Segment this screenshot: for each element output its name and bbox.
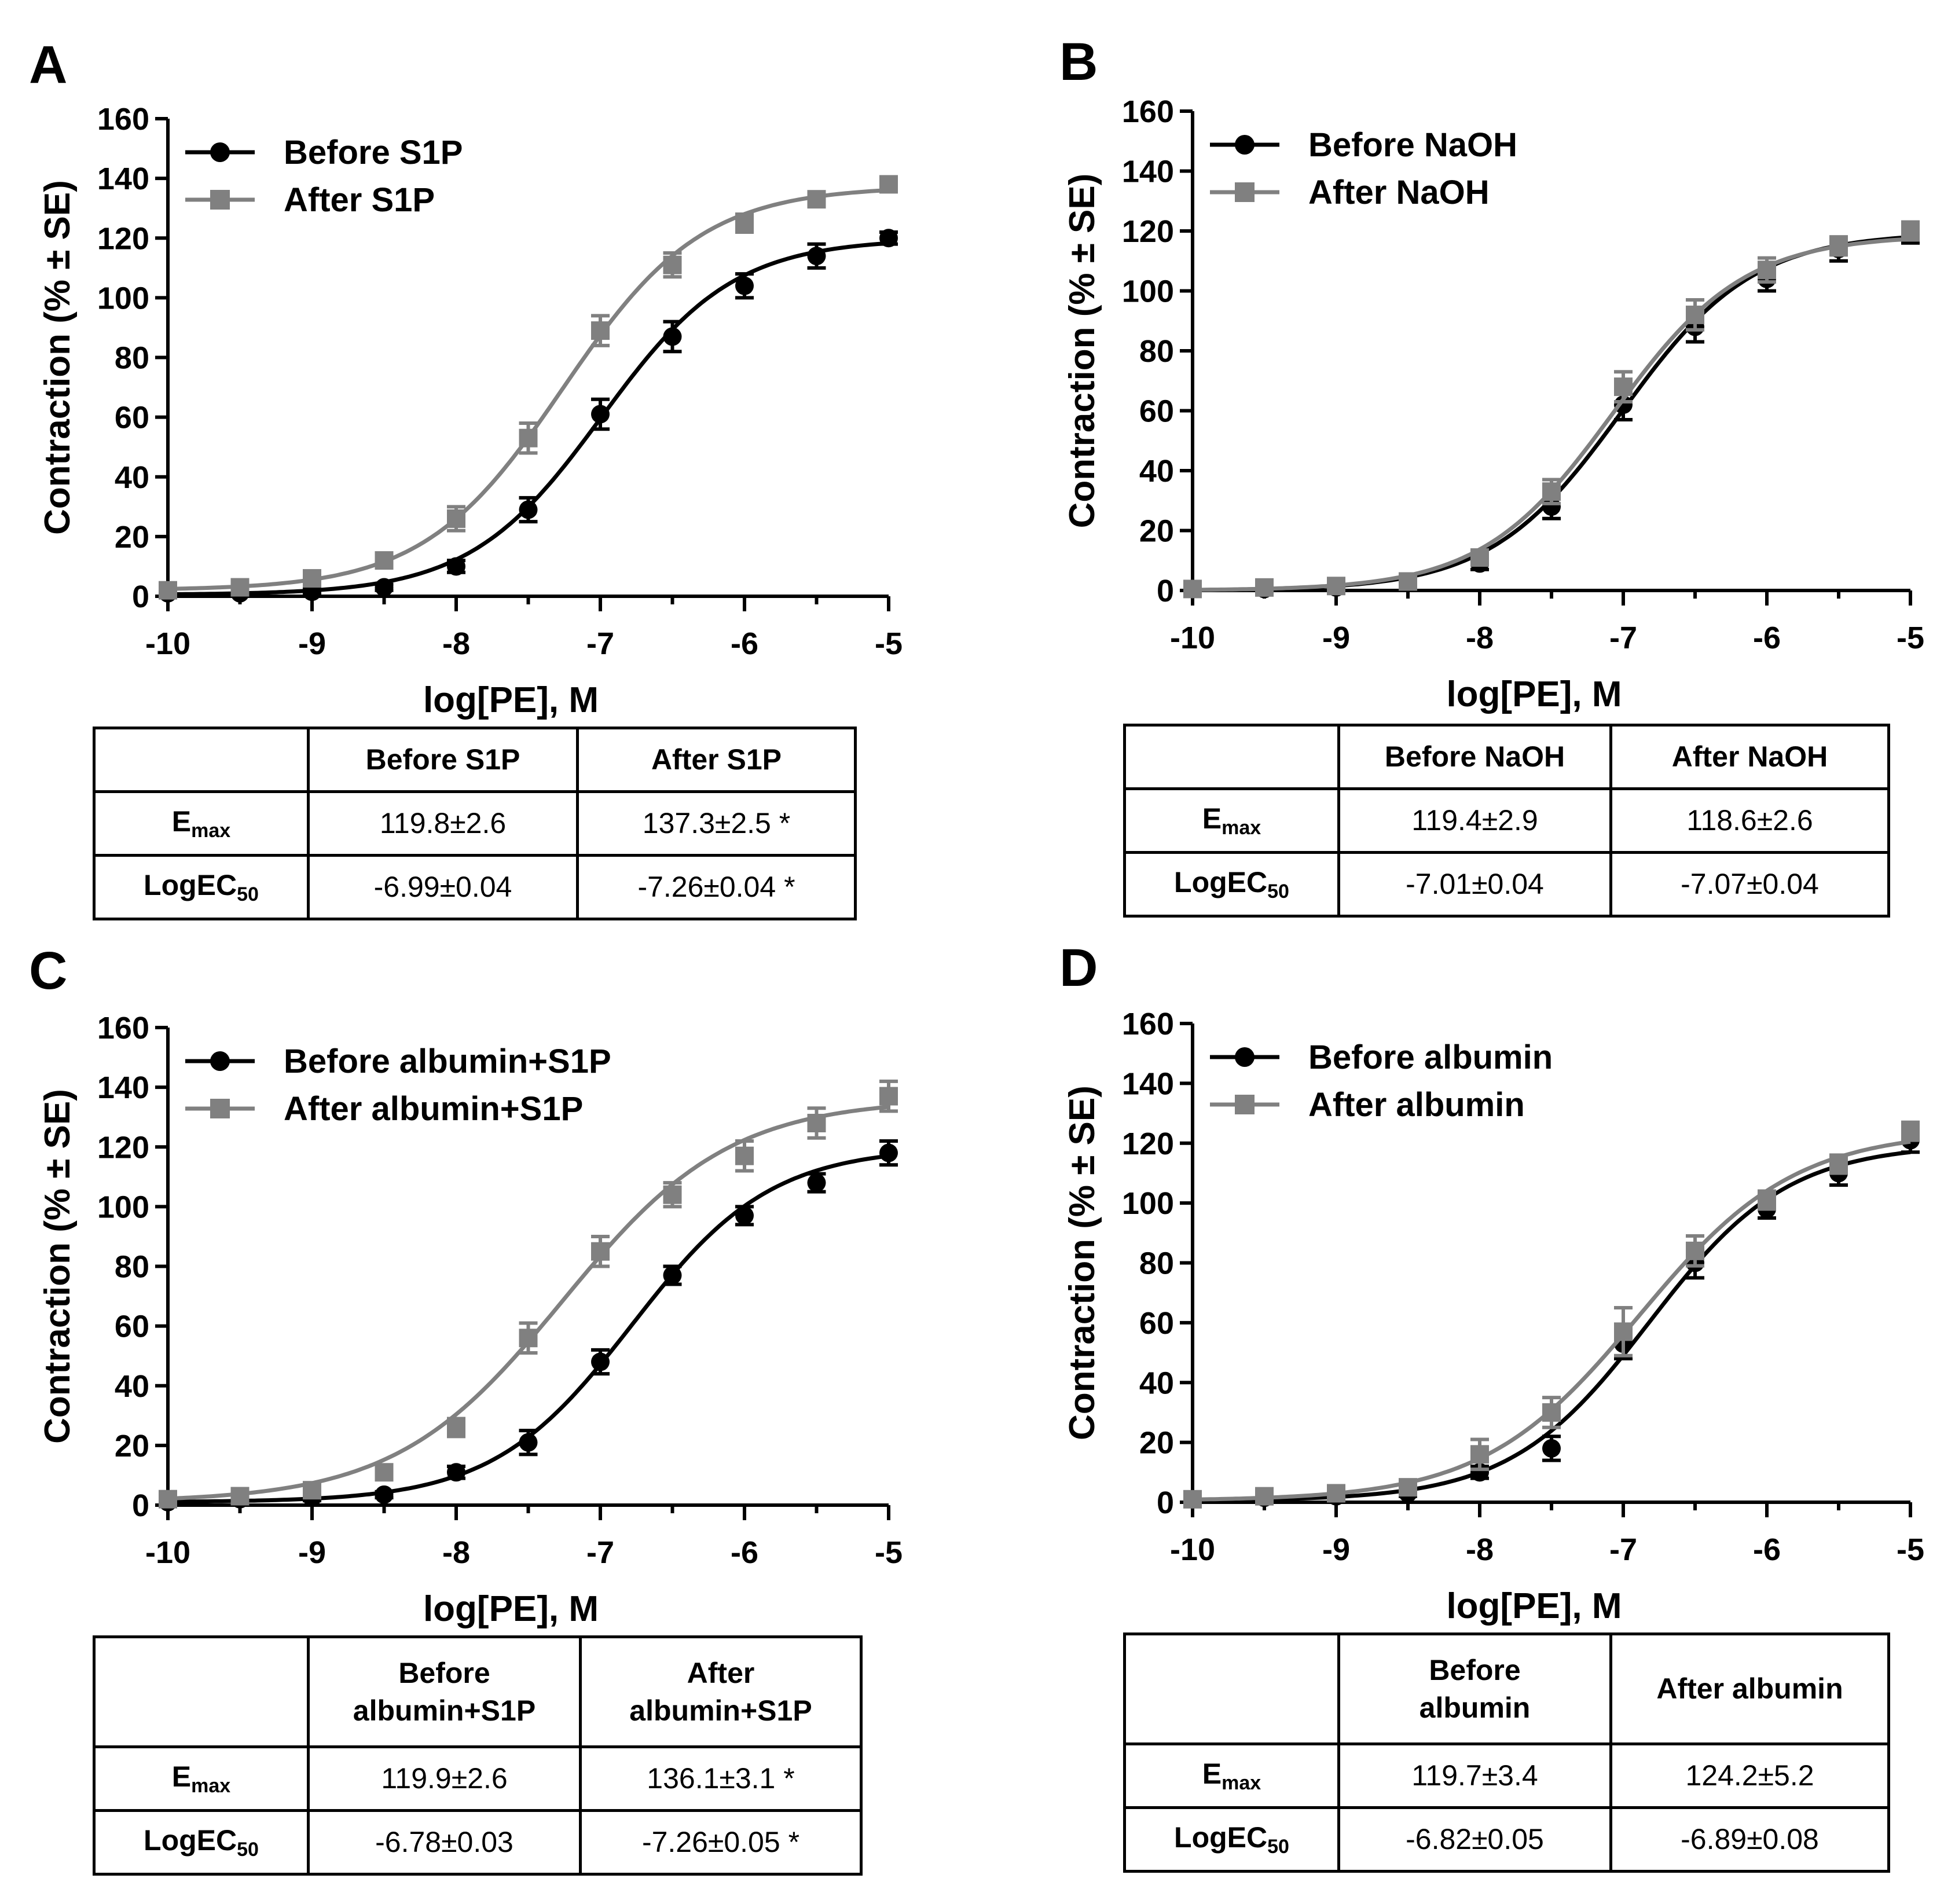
x-tick-label: -8: [1466, 1532, 1494, 1567]
y-tick-label: 80: [1139, 1246, 1174, 1281]
data-point: [1327, 1484, 1345, 1502]
table-header-col2: After albumin: [1611, 1634, 1889, 1744]
data-point: [1614, 1322, 1633, 1341]
table-cell: 136.1±3.1 *: [581, 1747, 861, 1811]
x-tick-label: -7: [1609, 1532, 1637, 1567]
legend-marker: [1235, 1095, 1255, 1114]
data-point: [1901, 1122, 1920, 1140]
y-tick-label: 40: [1139, 1366, 1174, 1400]
legend-label: Before albumin: [1308, 1039, 1553, 1076]
x-axis-label: log[PE], M: [1446, 1586, 1622, 1626]
table-header-col2: After albumin+S1P: [581, 1637, 861, 1747]
data-point: [1183, 1490, 1202, 1509]
legend-label: After albumin: [1308, 1086, 1525, 1124]
table-cell: 119.9±2.6: [309, 1747, 581, 1811]
table-cell: -7.26±0.05 *: [581, 1811, 861, 1874]
y-tick-label: 0: [1157, 1485, 1174, 1520]
x-tick-label: -10: [1170, 1532, 1215, 1567]
table-cell: -6.89±0.08: [1611, 1808, 1889, 1872]
data-point: [1758, 1191, 1776, 1209]
row-label-logec50: LogEC50: [94, 1811, 309, 1874]
table-cell: 124.2±5.2: [1611, 1744, 1889, 1808]
header-line: Before: [1429, 1654, 1520, 1686]
y-tick-label: 160: [1122, 1007, 1174, 1041]
table-cell: -6.82±0.05: [1339, 1808, 1611, 1872]
x-tick-label: -5: [1897, 1532, 1924, 1567]
data-point: [1255, 1487, 1274, 1506]
data-point: [1542, 1403, 1561, 1422]
data-point: [1470, 1445, 1489, 1463]
x-tick-label: -6: [1753, 1532, 1781, 1567]
table-corner: [94, 1637, 309, 1747]
y-tick-label: 20: [1139, 1426, 1174, 1461]
row-label-emax: Emax: [94, 1747, 309, 1811]
table-corner: [1125, 1634, 1339, 1744]
row-label-logec50: LogEC50: [1125, 1808, 1339, 1872]
table-cell: 119.7±3.4: [1339, 1744, 1611, 1808]
header-line: Before: [398, 1657, 490, 1689]
x-tick-label: -9: [1322, 1532, 1350, 1567]
header-line: albumin: [1420, 1692, 1531, 1724]
y-tick-label: 60: [1139, 1306, 1174, 1341]
table-cell: -6.78±0.03: [309, 1811, 581, 1874]
header-line: albumin+S1P: [353, 1694, 535, 1727]
stats-table-c: Before albumin+S1P After albumin+S1P Emax …: [93, 1635, 863, 1876]
legend-marker: [1235, 1047, 1255, 1067]
y-tick-label: 100: [1122, 1186, 1174, 1221]
y-tick-label: 140: [1122, 1066, 1174, 1101]
header-line: After: [687, 1657, 755, 1689]
stats-table-d: Before albumin After albumin Emax 119.7±3…: [1123, 1632, 1890, 1873]
row-label-emax: Emax: [1125, 1744, 1339, 1808]
chart-d: 0 20 40 60 80 100 120 140 160 -10 -9 -8 -7 -6 -5 log[PE…: [0, 0, 1955, 1650]
y-axis-label: Contraction (% ± SE): [1062, 1085, 1102, 1440]
data-point: [1542, 1439, 1561, 1458]
table-header-col1: Before albumin+S1P: [309, 1637, 581, 1747]
data-point: [1829, 1155, 1848, 1173]
data-point: [1399, 1478, 1417, 1496]
table-header-col1: Before albumin: [1339, 1634, 1611, 1744]
header-line: albumin+S1P: [629, 1694, 812, 1727]
y-tick-label: 120: [1122, 1127, 1174, 1161]
data-point: [1686, 1242, 1704, 1260]
